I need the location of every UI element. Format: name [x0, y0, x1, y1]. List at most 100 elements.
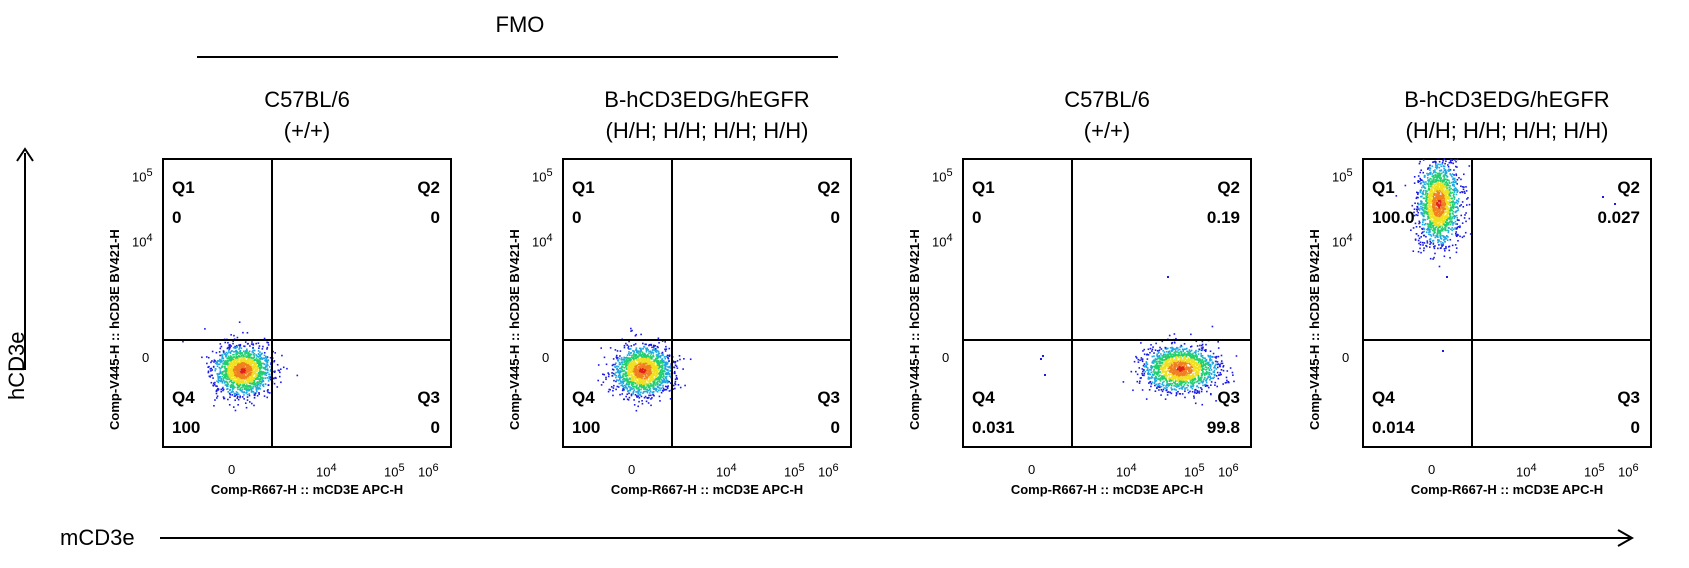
event-dot [256, 381, 259, 384]
event-dot [667, 357, 670, 360]
x-tick-label: 104 [316, 462, 337, 480]
event-dot [1177, 356, 1180, 359]
event-dot [1204, 350, 1207, 353]
event-dot [223, 375, 226, 378]
event-dot [628, 372, 630, 375]
event-dot [652, 380, 654, 383]
event-dot [654, 348, 657, 350]
event-dot [1175, 368, 1177, 371]
event-dot [609, 347, 612, 349]
event-dot [256, 394, 259, 397]
event-dot [264, 365, 267, 368]
event-dot [1205, 348, 1207, 351]
event-dot [244, 350, 247, 352]
event-dot [252, 370, 254, 373]
event-dot [1191, 361, 1193, 363]
event-dot [236, 344, 238, 347]
event-dot [1157, 373, 1159, 375]
event-dot [241, 372, 244, 374]
event-dot [227, 366, 229, 369]
event-dot [1166, 391, 1169, 394]
event-dot [222, 378, 225, 381]
event-dot [612, 358, 615, 360]
event-dot [605, 378, 607, 381]
event-dot [665, 375, 668, 378]
event-dot [661, 353, 664, 355]
event-dot [235, 350, 238, 353]
event-dot [1174, 361, 1176, 364]
event-dot [243, 394, 245, 396]
event-dot [1166, 362, 1169, 365]
event-dot [627, 370, 630, 372]
event-dot [1191, 380, 1194, 383]
event-dot [655, 361, 658, 363]
event-dot [217, 363, 220, 366]
event-dot [659, 366, 662, 368]
event-dot [1176, 351, 1179, 353]
event-dot [220, 360, 223, 363]
y-tick-label: 0 [942, 350, 950, 365]
event-dot [1158, 349, 1161, 352]
event-dot [256, 378, 258, 380]
event-dot [240, 386, 243, 389]
event-dot [1141, 374, 1144, 377]
event-dot [1203, 384, 1206, 386]
event-dot [1189, 375, 1191, 378]
event-dot [250, 388, 252, 391]
event-dot [1162, 375, 1165, 378]
event-dot [1163, 377, 1165, 380]
event-dot [239, 387, 242, 390]
event-dot [247, 354, 250, 357]
event-dot [1191, 381, 1193, 384]
event-dot [1201, 340, 1204, 343]
event-dot [1150, 385, 1152, 388]
event-dot [1180, 345, 1183, 348]
event-dot [261, 380, 264, 382]
event-dot [668, 355, 671, 358]
event-dot [657, 377, 659, 379]
event-dot [643, 367, 646, 370]
event-dot [1198, 361, 1200, 364]
event-dot [1204, 357, 1206, 360]
event-dot [665, 355, 667, 358]
event-dot [1173, 384, 1175, 387]
event-dot [212, 365, 215, 368]
event-dot [1189, 346, 1192, 348]
event-dot [230, 384, 233, 387]
event-dot [1167, 347, 1169, 350]
event-dot [241, 391, 243, 393]
event-dot [1172, 376, 1175, 379]
event-dot [1209, 350, 1212, 353]
event-dot [630, 361, 633, 363]
event-dot [1186, 386, 1188, 389]
event-dot [622, 382, 625, 385]
event-dot [256, 360, 259, 363]
event-dot [1190, 378, 1192, 381]
event-dot [246, 377, 248, 380]
event-dot [217, 360, 220, 362]
event-dot [640, 333, 642, 336]
event-dot [629, 371, 632, 374]
tick-exponent: 4 [546, 232, 553, 244]
event-dot [622, 378, 624, 381]
event-dot [237, 352, 240, 354]
event-dot [1202, 368, 1205, 370]
event-dot [636, 376, 639, 379]
event-dot [1206, 361, 1209, 364]
event-dot [1192, 373, 1195, 375]
event-dot [1174, 377, 1177, 380]
event-dot [662, 388, 665, 390]
event-dot [1156, 356, 1159, 358]
event-dot [232, 342, 234, 345]
event-dot [1197, 378, 1200, 381]
event-dot [266, 363, 268, 365]
event-dot [646, 364, 648, 367]
event-dot [1196, 385, 1198, 387]
event-dot [227, 341, 229, 344]
y-tick-label: 105 [532, 167, 553, 185]
event-dot [228, 392, 231, 395]
event-dot [1172, 373, 1175, 376]
event-dot [1220, 354, 1223, 357]
event-dot [612, 363, 615, 366]
event-dot [619, 370, 622, 372]
